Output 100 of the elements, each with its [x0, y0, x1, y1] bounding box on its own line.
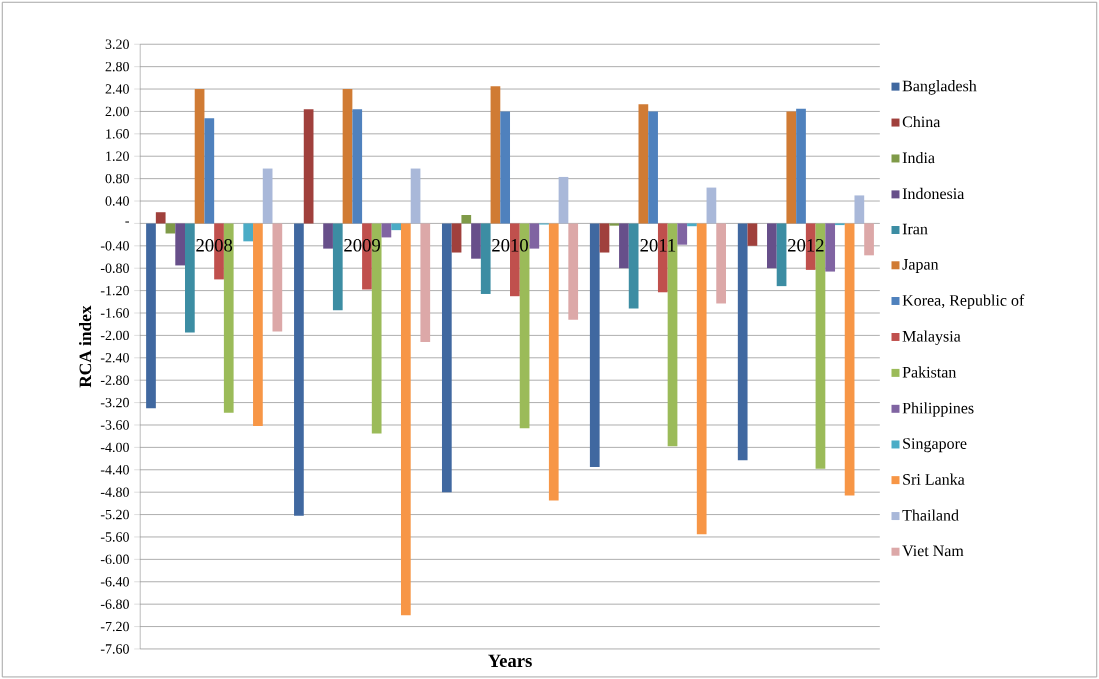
bar	[747, 223, 758, 246]
legend-label: Singapore	[903, 438, 967, 453]
legend-label: Bangladesh	[902, 79, 977, 95]
y-tick-label: -3.60	[100, 420, 129, 430]
bar	[490, 86, 501, 224]
bar	[204, 118, 215, 224]
y-tick-label: -4.00	[100, 442, 129, 453]
y-tick-label: -4.80	[100, 487, 129, 497]
y-tick-label: 3.20	[105, 39, 129, 49]
bar	[599, 223, 610, 253]
bar	[342, 88, 353, 224]
bar	[825, 223, 836, 272]
bar	[638, 104, 649, 224]
legend-label: Iran	[902, 223, 928, 235]
legend-label: China	[902, 115, 941, 128]
y-tick-label: -6.80	[100, 599, 129, 609]
bar	[766, 223, 777, 269]
y-tick-label: -	[125, 221, 129, 223]
bar	[844, 223, 855, 496]
x-tick-label: 2012	[788, 238, 824, 252]
y-tick-label: -7.60	[100, 644, 129, 654]
bar	[461, 214, 472, 224]
bar	[500, 111, 511, 224]
y-tick-label: 1.20	[106, 151, 129, 161]
bar	[696, 223, 707, 535]
bar	[737, 223, 748, 461]
bar	[619, 223, 629, 269]
bar	[687, 223, 697, 227]
y-tick-label: -4.40	[100, 464, 129, 475]
legend-label: Indonesia	[902, 187, 965, 199]
legend-label: Thailand	[902, 509, 959, 521]
bar	[558, 176, 569, 224]
bar	[262, 168, 273, 224]
bar	[253, 223, 263, 427]
bar	[185, 223, 195, 333]
bar	[796, 108, 806, 224]
y-tick-label: -0.80	[100, 263, 129, 273]
y-tick-label: -1.20	[100, 285, 129, 296]
legend-label: Viet Nam	[902, 545, 964, 557]
bar	[628, 223, 639, 309]
bar	[568, 223, 579, 320]
bar	[548, 223, 559, 501]
y-tick-label: -6.40	[100, 576, 129, 587]
bar	[381, 223, 392, 238]
bar	[529, 223, 540, 249]
bar	[716, 223, 726, 304]
bar	[677, 223, 688, 245]
bar	[294, 223, 304, 516]
legend-label: India	[902, 151, 935, 164]
y-tick-label: -1.60	[100, 308, 129, 318]
bar	[706, 187, 717, 224]
legend-label: Malaysia	[902, 330, 961, 345]
y-tick-label: -2.00	[100, 330, 129, 341]
bar	[400, 223, 411, 616]
y-tick-label: -0.40	[100, 240, 129, 251]
bar	[471, 223, 481, 259]
bar	[420, 223, 431, 343]
y-tick-label: -7.20	[100, 621, 129, 632]
bar	[480, 223, 491, 294]
y-tick-label: -6.00	[100, 554, 129, 565]
y-tick-label: 2.80	[105, 61, 129, 72]
legend-label: Korea, Republic of	[902, 294, 1025, 309]
x-axis-title: Years	[488, 654, 532, 667]
y-tick-label: -2.80	[100, 375, 129, 385]
y-tick-label: 2.40	[105, 84, 129, 94]
y-tick-label: 0.80	[105, 173, 129, 184]
bar	[194, 88, 205, 224]
bar	[451, 223, 462, 253]
bar	[323, 223, 333, 249]
y-axis-title: RCA index	[79, 305, 92, 388]
bar	[165, 223, 176, 234]
bar	[776, 223, 787, 287]
y-tick-label: 0.40	[105, 196, 129, 206]
y-tick-label: -3.20	[100, 397, 129, 408]
bar	[648, 111, 658, 224]
bar	[175, 223, 186, 266]
bar	[854, 195, 865, 224]
bar	[272, 223, 283, 332]
bar	[864, 223, 874, 256]
bar	[589, 223, 600, 467]
legend-label: Japan	[902, 258, 939, 273]
bar	[410, 168, 421, 224]
bar	[441, 223, 452, 493]
bar	[609, 223, 620, 226]
bar	[155, 212, 166, 224]
y-tick-label: -2.40	[100, 352, 129, 363]
legend-label: Philippines	[902, 402, 974, 417]
bar	[332, 223, 343, 311]
y-tick-label: -5.20	[100, 509, 129, 520]
bar	[243, 223, 254, 242]
bar	[352, 109, 363, 224]
legend-label: Pakistan	[902, 366, 957, 378]
legend-label: Sri Lanka	[903, 473, 965, 485]
y-tick-label: -5.60	[100, 532, 129, 542]
y-tick-label: 1.60	[106, 128, 129, 139]
bar	[146, 223, 156, 409]
bar	[303, 109, 314, 224]
bar	[786, 111, 797, 224]
y-tick-label: 2.00	[105, 106, 129, 117]
bar	[391, 223, 401, 231]
